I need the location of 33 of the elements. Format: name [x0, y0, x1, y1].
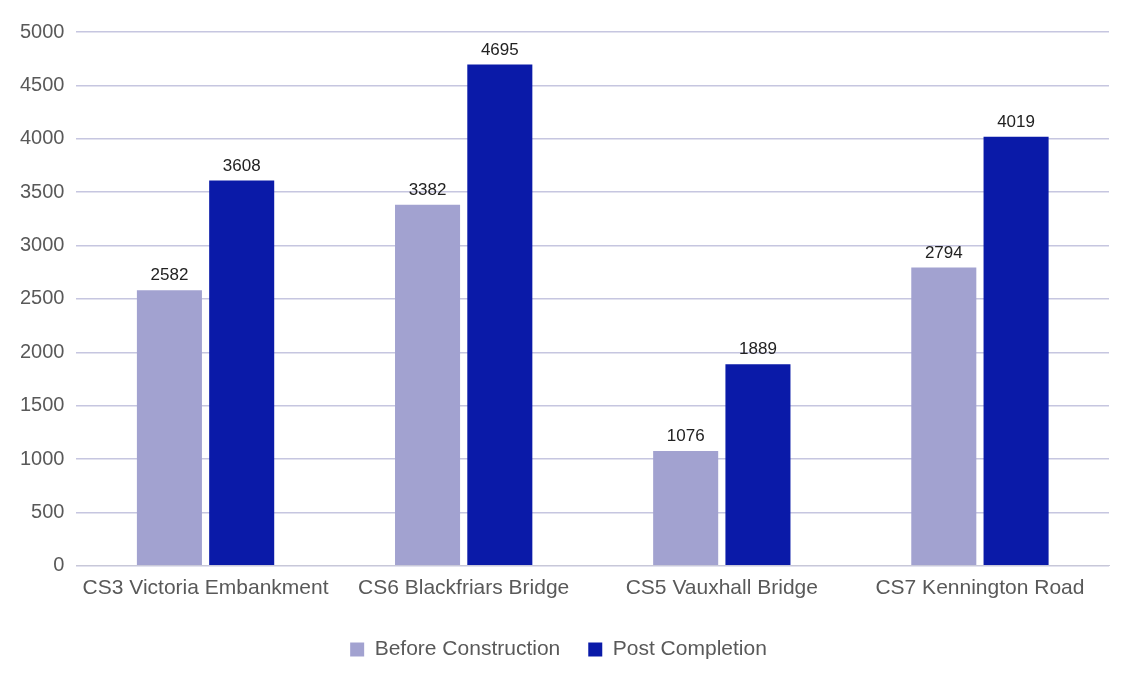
data-label: 3382 — [408, 179, 447, 199]
legend-label: Before Construction — [374, 636, 561, 660]
bar — [911, 267, 977, 566]
data-label: 2582 — [150, 265, 189, 285]
x-tick-label: CS5 Vauxhall Bridge — [625, 575, 818, 599]
data-label: 2794 — [924, 242, 963, 262]
data-label: 1889 — [739, 339, 777, 359]
bar — [136, 290, 202, 566]
y-tick-label: 3000 — [19, 233, 65, 256]
x-tick-label: CS7 Kennington Road — [875, 575, 1085, 599]
bar — [467, 64, 533, 566]
y-tick-label: 1500 — [19, 393, 65, 416]
data-label: 3608 — [222, 155, 261, 175]
bar — [653, 450, 719, 566]
data-label: 4019 — [997, 111, 1035, 131]
y-tick-label: 4500 — [19, 72, 65, 95]
y-tick-label: 1000 — [19, 446, 65, 469]
legend-label: Post Completion — [612, 636, 767, 660]
y-tick-label: 5000 — [19, 19, 65, 42]
bar — [209, 180, 275, 566]
y-tick-label: 2500 — [19, 286, 65, 309]
bar — [983, 136, 1049, 566]
y-tick-label: 4000 — [19, 126, 65, 149]
x-tick-label: CS6 Blackfriars Bridge — [358, 575, 570, 599]
x-tick-label: CS3 Victoria Embankment — [82, 575, 329, 599]
y-tick-label: 2000 — [19, 339, 65, 362]
bar — [725, 364, 791, 566]
y-tick-label: 3500 — [19, 179, 65, 202]
data-label: 4695 — [480, 39, 519, 59]
data-label: 1076 — [666, 426, 705, 446]
y-tick-label: 500 — [31, 499, 65, 522]
bar — [395, 204, 461, 566]
y-tick-label: 0 — [53, 553, 65, 576]
